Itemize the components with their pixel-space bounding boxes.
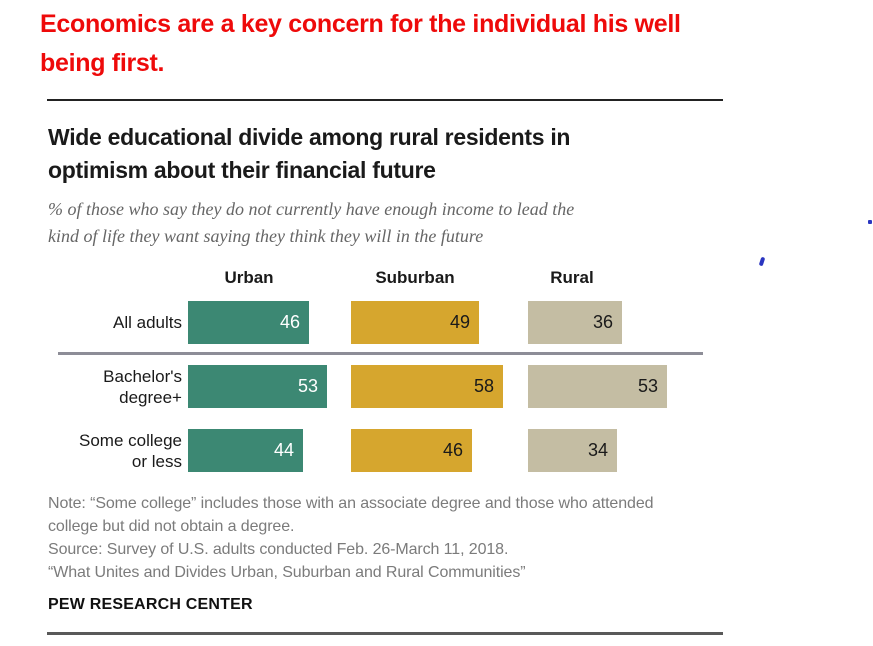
- row-label-line: Some college: [78, 430, 182, 450]
- bar-suburban-all-adults: 49: [351, 301, 479, 344]
- brand-label: PEW RESEARCH CENTER: [48, 596, 253, 613]
- row-label-bachelor-s-degree: Bachelor's degree+: [36, 365, 182, 408]
- note-line-1: Note: “Some college” includes those with…: [48, 495, 654, 512]
- stray-ink-dot: [868, 220, 872, 224]
- bar-rural-all-adults: 36: [528, 301, 622, 344]
- bar-rural-bachelor-s-degree: 53: [528, 365, 667, 408]
- bar-value-label: 46: [279, 312, 300, 332]
- row-label-line: or less: [131, 451, 182, 471]
- top-rule: [47, 99, 723, 101]
- bar-value-label: 36: [592, 312, 613, 332]
- bottom-rule: [47, 632, 723, 635]
- stray-ink-comma: [758, 256, 766, 267]
- row-label-some-college-or-less: Some college or less: [36, 429, 182, 472]
- bar-urban-some-college-or-less: 44: [188, 429, 303, 472]
- column-header-suburban: Suburban: [375, 268, 455, 287]
- bar-value-label: 46: [442, 440, 463, 460]
- report-name-line: “What Unites and Divides Urban, Suburban…: [48, 564, 526, 581]
- bar-value-label: 53: [297, 376, 318, 396]
- annotation-heading: Economics are a key concern for the indi…: [40, 5, 681, 83]
- bar-value-label: 34: [587, 440, 608, 460]
- bar-suburban-bachelor-s-degree: 58: [351, 365, 503, 408]
- bar-rural-some-college-or-less: 34: [528, 429, 617, 472]
- chart-notes: Note: “Some college” includes those with…: [48, 492, 654, 584]
- column-header-urban: Urban: [224, 268, 274, 287]
- bar-value-label: 58: [473, 376, 494, 396]
- chart-subtitle-line-1: % of those who say they do not currently…: [48, 199, 575, 219]
- row-label-line: All adults: [113, 313, 182, 332]
- bar-value-label: 49: [449, 312, 470, 332]
- annotation-heading-line-2: being first.: [40, 49, 165, 77]
- row-label-line: degree+: [119, 387, 182, 407]
- chart-title-line-1: Wide educational divide among rural resi…: [48, 124, 571, 150]
- row-label-all-adults: All adults: [36, 301, 182, 344]
- bar-urban-bachelor-s-degree: 53: [188, 365, 327, 408]
- bar-urban-all-adults: 46: [188, 301, 309, 344]
- row-label-line: Bachelor's: [103, 366, 182, 386]
- chart-title-line-2: optimism about their financial future: [48, 157, 436, 183]
- note-line-2: college but did not obtain a degree.: [48, 518, 295, 535]
- bar-value-label: 44: [273, 440, 294, 460]
- chart-title: Wide educational divide among rural resi…: [48, 121, 570, 187]
- bar-value-label: 53: [637, 376, 658, 396]
- separator-rule: [58, 352, 703, 355]
- bar-suburban-some-college-or-less: 46: [351, 429, 472, 472]
- annotation-heading-line-1: Economics are a key concern for the indi…: [40, 10, 681, 38]
- source-line: Source: Survey of U.S. adults conducted …: [48, 541, 509, 558]
- chart-subtitle-line-2: kind of life they want saying they think…: [48, 226, 484, 246]
- chart-subtitle: % of those who say they do not currently…: [48, 196, 574, 250]
- column-header-rural: Rural: [550, 268, 594, 287]
